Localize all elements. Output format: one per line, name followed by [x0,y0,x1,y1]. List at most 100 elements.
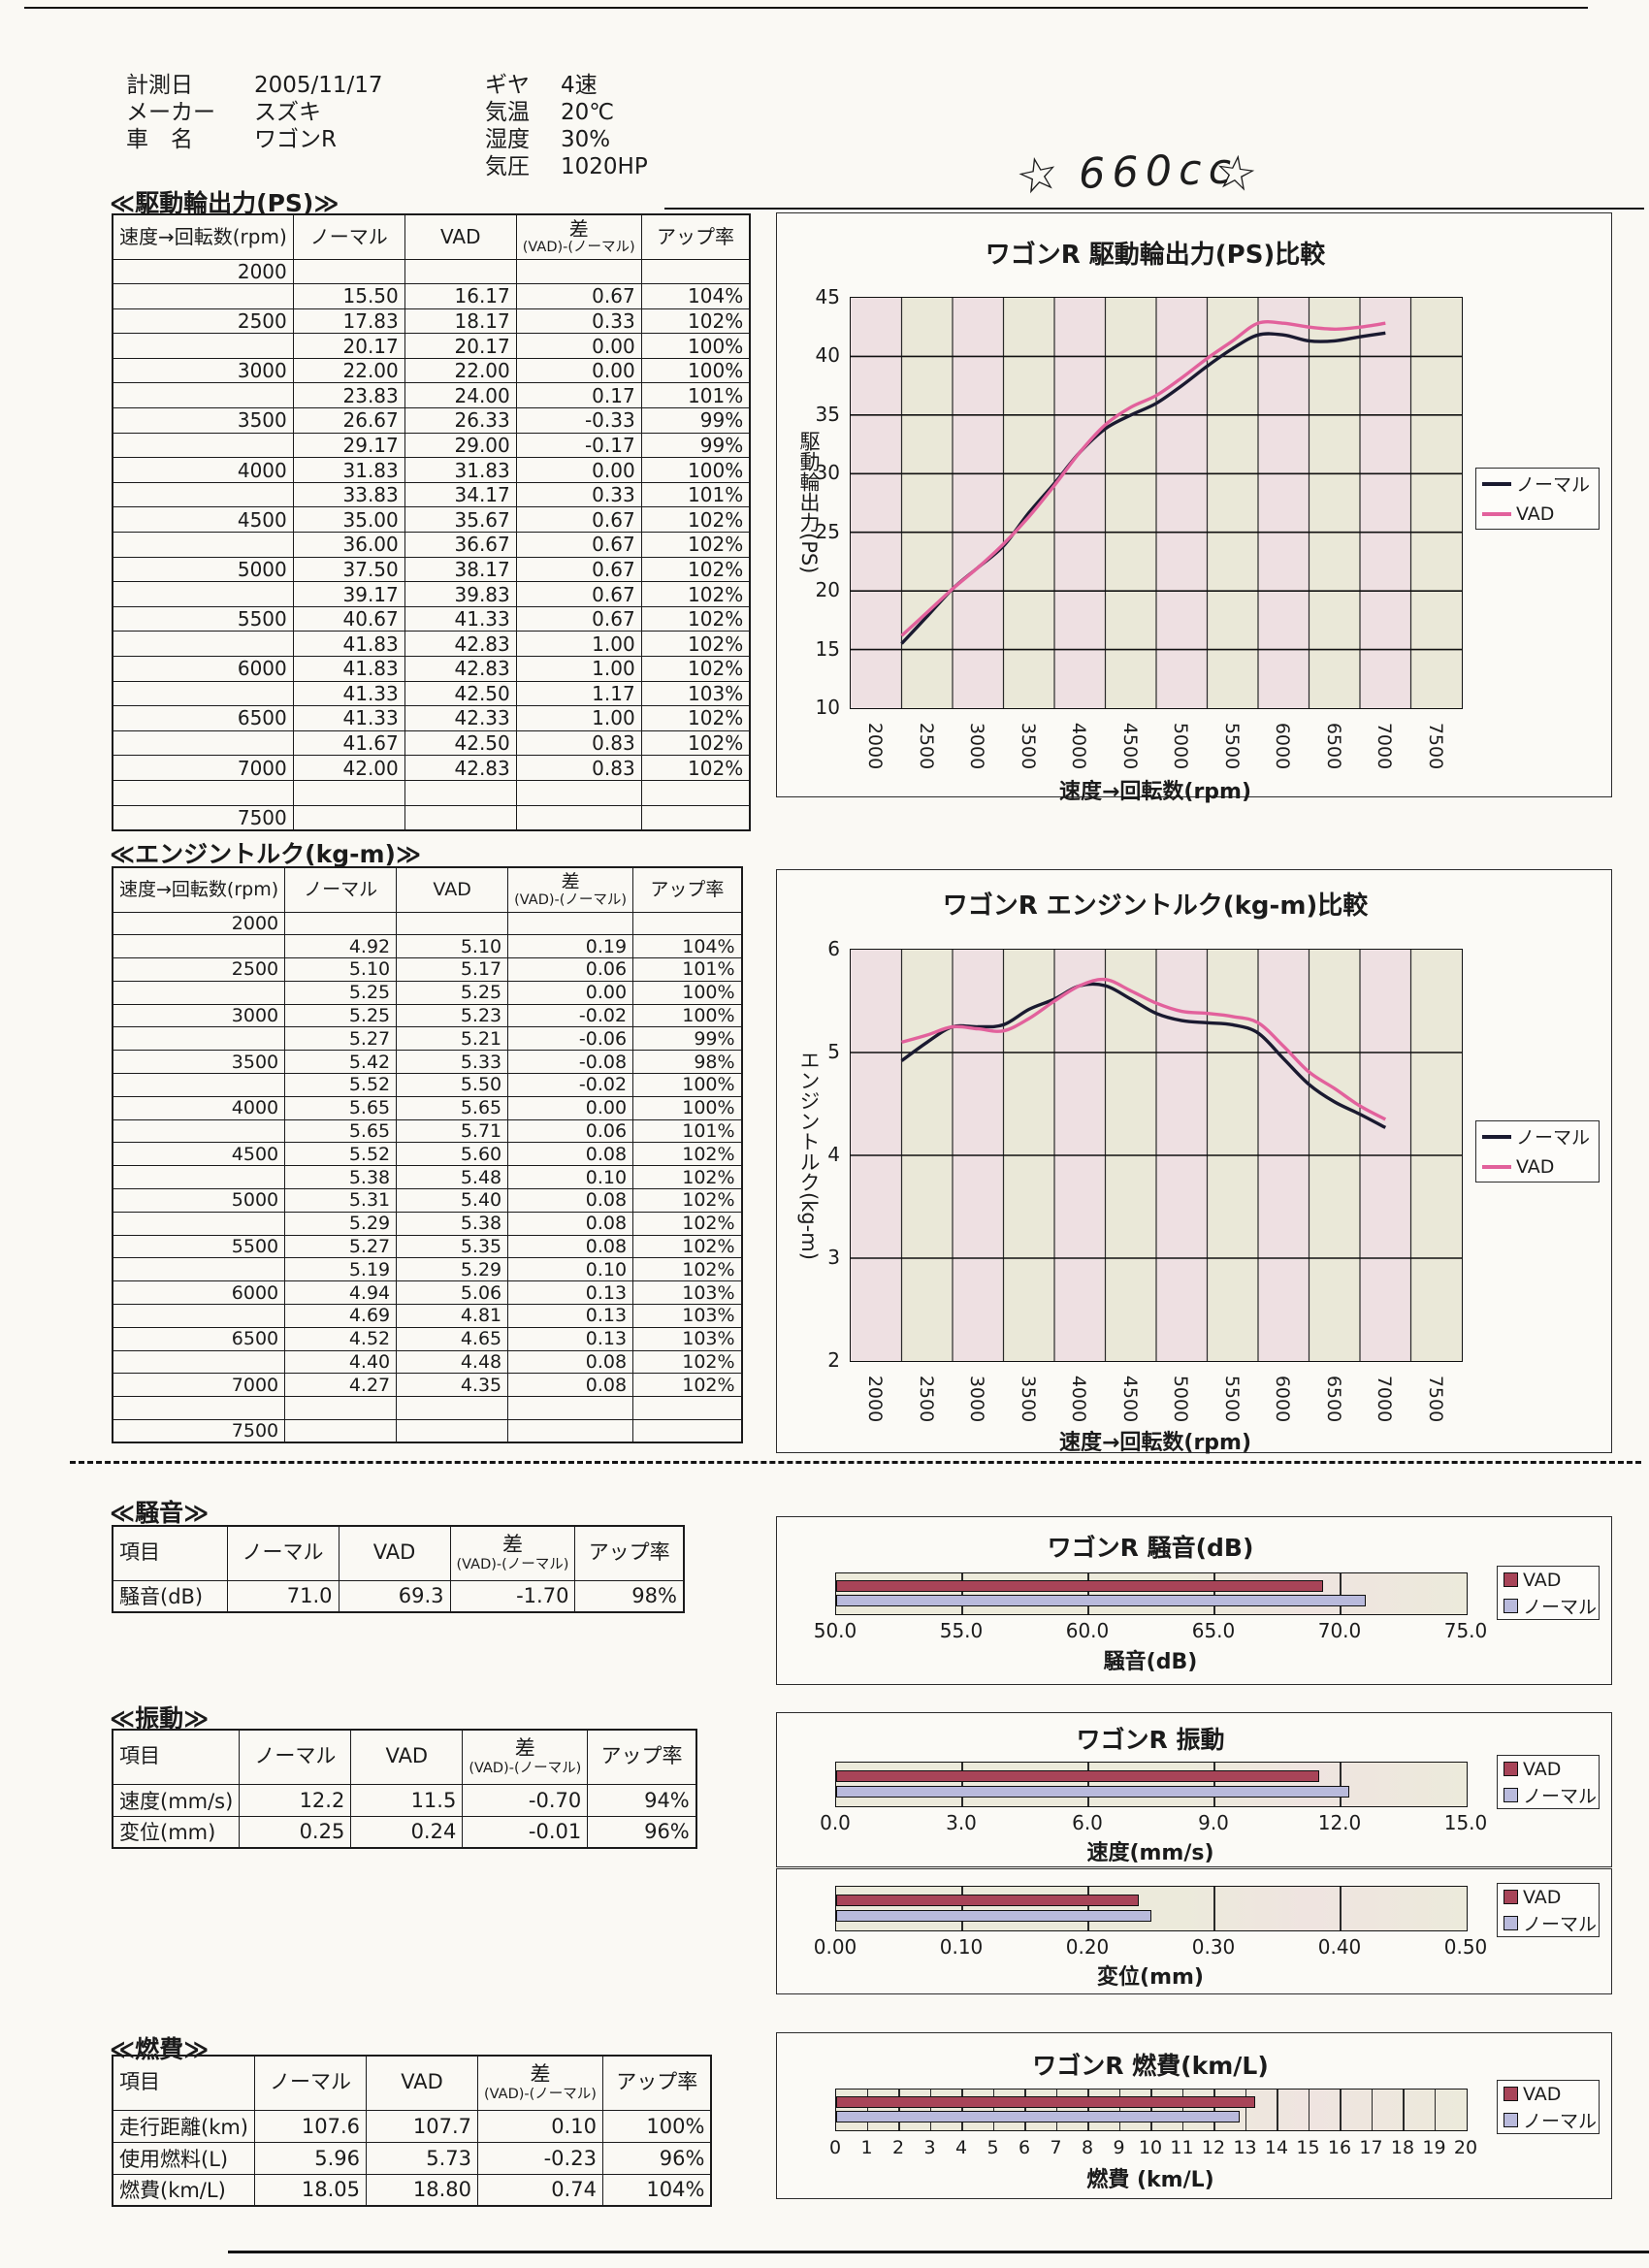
table-cell: 99% [640,407,751,434]
table-cell: 101% [632,1118,743,1144]
table-cell [284,911,398,936]
table-cell: 0.67 [515,532,642,558]
table-row: 燃費(km/L) 18.05 18.80 0.74 104% [112,2173,712,2207]
table-cell [112,532,294,558]
up-rate-column-header: アップ率 [632,866,743,913]
plot-area [850,297,1463,709]
table-cell [112,729,294,757]
table-row: 4000 31.83 31.83 0.00 100% [112,457,751,483]
series-line-ノーマル [900,331,1386,645]
axis-band [835,2089,1468,2131]
legend-square-swatch [1504,1890,1518,1904]
series-line-VAD [900,319,1386,637]
table-cell [112,1165,286,1190]
table-row: 5.52 5.50 -0.02 100% [112,1073,743,1097]
table-cell [640,779,751,806]
table-cell: 3000 [112,357,294,384]
table-cell [507,1396,634,1421]
table-cell: 11.5 [350,1783,464,1817]
vad-column-header: VAD [350,1729,464,1785]
table-cell: 7500 [112,1419,286,1443]
band-gridline [1403,2090,1405,2130]
table-row: 41.83 42.83 1.00 102% [112,631,751,657]
series-line-VAD [901,977,1387,1121]
table-cell: 107.7 [366,2109,479,2143]
table-body: 騒音(dB) 71.0 69.3 -1.70 98% [112,1579,685,1613]
axis-tick-label: 3 [923,2137,936,2158]
band-gridline [898,2090,900,2130]
series-line-ノーマル [900,982,1387,1129]
axis-tick-label: 2 [891,2137,905,2158]
table-row: 5000 5.31 5.40 0.08 102% [112,1188,743,1213]
table-row: 2000 [112,911,743,936]
table-cell: 99% [640,432,751,459]
band-gridline [866,2090,869,2130]
table-cell: 102% [640,308,751,335]
table-row: 39.17 39.83 0.67 102% [112,581,751,607]
normal-column-header: ノーマル [292,213,405,260]
normal-column-header: ノーマル [226,1525,340,1581]
table-row: 騒音(dB) 71.0 69.3 -1.70 98% [112,1579,685,1613]
table-cell: 102% [640,755,751,781]
table-cell [404,779,517,806]
table-cell: 0.13 [507,1326,634,1351]
table-cell [112,1349,286,1375]
y-axis-tick-label: 2 [827,1348,840,1372]
table-cell [640,258,751,285]
table-cell: -1.70 [449,1579,576,1613]
normal-column-header: ノーマル [284,866,398,913]
table-row [112,1396,743,1421]
table-cell: 41.83 [292,656,405,682]
table-cell: 102% [640,581,751,607]
axis-tick-label: 65.0 [1191,1619,1236,1642]
axis-tick-label: 15.0 [1443,1811,1488,1834]
table-cell: 42.50 [404,729,517,757]
table-cell: 24.00 [404,382,517,409]
table-cell: 5.31 [284,1188,398,1213]
fuel-first-column-header: 項目 [112,2055,256,2111]
table-cell: 4.69 [284,1304,398,1328]
diff-header-line2: (VAD)-(ノーマル) [522,240,635,256]
table-cell: 4.48 [396,1349,509,1375]
table-row: 5500 5.27 5.35 0.08 102% [112,1234,743,1259]
table-cell: 6500 [112,1326,286,1351]
y-axis-tick-label: 20 [815,578,840,602]
table-cell: 39.17 [292,581,405,607]
table-cell: 100% [632,980,743,1005]
table-cell: 2000 [112,911,286,936]
axis-tick-label: 13 [1233,2137,1257,2158]
table-cell [112,1396,286,1421]
table-row: 5000 37.50 38.17 0.67 102% [112,556,751,583]
header-label: ギヤ [485,73,530,98]
table-cell: 3500 [112,1050,286,1075]
table-cell: 3500 [112,407,294,434]
table-cell: 5.29 [284,1211,398,1236]
axis-tick-label: 70.0 [1317,1619,1362,1642]
y-axis-tick-label: 25 [815,519,840,543]
table-cell: 26.33 [404,407,517,434]
table-cell: 22.00 [404,357,517,384]
table-header-row: 項目 ノーマル VAD 差 (VAD)-(ノーマル) アップ率 [112,1525,685,1581]
table-cell: 1.00 [515,705,642,731]
table-cell: 100% [632,1095,743,1120]
chart-legend: VAD ノーマル [1497,2080,1600,2134]
table-cell: 燃費(km/L) [112,2173,256,2207]
table-cell: 42.83 [404,656,517,682]
up-rate-column-header: アップ率 [574,1525,685,1581]
vad-column-header: VAD [396,866,509,913]
legend-entry: VAD [1498,1567,1599,1593]
band-gridline [992,2090,995,2130]
band-gridline [1213,1763,1215,1806]
table-cell: 102% [640,729,751,757]
legend-square-swatch [1504,1916,1518,1930]
table-cell: 4.65 [396,1326,509,1351]
table-cell [112,1118,286,1144]
header-row: 計測日 2005/11/17 [126,66,383,99]
band-gridline [961,1763,963,1806]
x-axis-tick-label: 4000 [1068,722,1090,770]
table-cell: 35.67 [404,506,517,534]
diff-header-line2: (VAD)-(ノーマル) [514,891,628,908]
table-cell: 101% [632,957,743,982]
diff-header-line1: 差 [530,2062,551,2087]
table-row: 変位(mm) 0.25 0.24 -0.01 96% [112,1815,697,1849]
